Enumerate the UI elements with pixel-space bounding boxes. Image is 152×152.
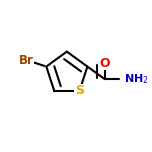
Text: Br: Br [19,54,34,67]
Text: S: S [75,84,84,97]
Text: NH$_2$: NH$_2$ [124,72,148,86]
Text: O: O [100,57,110,70]
